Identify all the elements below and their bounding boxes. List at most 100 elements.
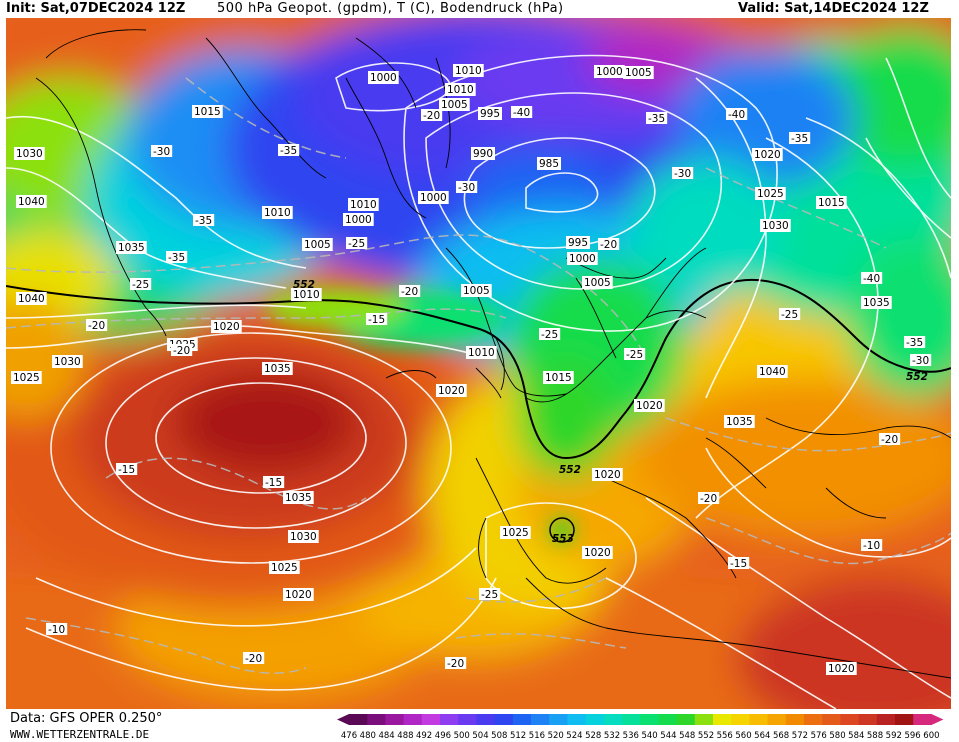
pressure-label: 1030 <box>288 530 319 543</box>
legend-swatch <box>713 714 732 725</box>
temp-label-text: -30 <box>153 146 170 158</box>
temp-label-text: -35 <box>168 252 185 264</box>
legend-tick-label: 476 <box>341 731 357 741</box>
pressure-label: 1035 <box>724 415 755 428</box>
pressure-label-text: 1025 <box>757 188 784 200</box>
legend-ticks: 476 480 484 488 492 496 500 504 508 512 516 520 524 5… <box>341 731 940 741</box>
pressure-label: 1035 <box>283 491 314 504</box>
data-source: Data: GFS OPER 0.250° <box>10 711 163 726</box>
pressure-label-text: 995 <box>568 237 588 249</box>
weather-map[interactable]: 1015 1010 1005 1010 1000 1000 1005 1010 … <box>6 18 951 709</box>
pressure-label: 1010 <box>466 346 497 359</box>
pressure-label: 1035 <box>262 362 293 375</box>
temp-label: -20 <box>86 319 108 332</box>
temp-label-text: -10 <box>48 624 65 636</box>
legend-tick-label: 580 <box>829 731 845 741</box>
height-label: 552 <box>906 371 928 383</box>
legend-tick-label: 536 <box>623 731 639 741</box>
pressure-label-text: 995 <box>480 108 500 120</box>
pressure-label: 1030 <box>14 147 45 160</box>
legend-swatch <box>367 714 386 725</box>
contour-553 <box>549 517 575 543</box>
pressure-label-text: 1025 <box>502 527 529 539</box>
temp-label-text: -40 <box>863 273 880 285</box>
legend-tick-label: 484 <box>378 731 394 741</box>
pressure-label-text: 1035 <box>285 492 312 504</box>
legend-swatch <box>567 714 587 725</box>
temp-label-text: -20 <box>88 320 105 332</box>
legend-swatch <box>585 714 605 725</box>
temp-label-text: -15 <box>368 314 385 326</box>
pressure-label: 1020 <box>634 399 665 412</box>
pressure-label: 1000 <box>343 213 374 226</box>
legend-swatch <box>531 714 550 725</box>
pressure-label-text: 1010 <box>447 84 474 96</box>
temp-label: -25 <box>479 588 501 601</box>
legend-arrow-left <box>337 714 349 725</box>
legend-swatch <box>876 714 896 725</box>
pressure-label: 1025 <box>269 561 300 574</box>
pressure-label: 1010 <box>348 198 379 211</box>
pressure-label-text: 1025 <box>271 562 298 574</box>
legend-tick-label: 512 <box>510 731 526 741</box>
pressure-label-text: 1020 <box>584 547 611 559</box>
temp-label: -25 <box>346 237 368 250</box>
init-time: Init: Sat,07DEC2024 12Z <box>6 1 186 16</box>
pressure-label-text: 1035 <box>118 242 145 254</box>
pressure-label-text: 1030 <box>54 356 81 368</box>
legend-swatch <box>895 714 914 725</box>
legend-swatch <box>658 714 678 725</box>
temp-label-text: -30 <box>674 168 691 180</box>
pressure-label-text: 1020 <box>594 469 621 481</box>
weather-map-svg: 1015 1010 1005 1010 1000 1000 1005 1010 … <box>6 18 951 709</box>
pressure-label-text: 1005 <box>584 277 611 289</box>
coastlines <box>35 29 951 679</box>
map-header: Init: Sat,07DEC2024 12Z 500 hPa Geopot. … <box>0 0 959 18</box>
legend-swatch <box>385 714 405 725</box>
temp-label: -25 <box>130 278 152 291</box>
temp-label-text: -20 <box>881 434 898 446</box>
temp-label: -20 <box>879 433 901 446</box>
temp-label-text: -25 <box>781 309 798 321</box>
temp-label-text: -40 <box>728 109 745 121</box>
pressure-label: 1000 <box>594 65 625 78</box>
legend-swatch <box>494 714 514 725</box>
temp-label-text: -20 <box>600 239 617 251</box>
pressure-label-text: 1010 <box>264 207 291 219</box>
pressure-label-text: 1010 <box>350 199 377 211</box>
pressure-label-text: 1030 <box>290 531 317 543</box>
temp-label: -20 <box>698 492 720 505</box>
legend-swatch <box>349 714 368 725</box>
pressure-label-text: 1025 <box>13 372 40 384</box>
pressure-label: 1005 <box>623 66 654 79</box>
pressure-label-text: 1015 <box>545 372 572 384</box>
legend-swatch <box>858 714 878 725</box>
pressure-label-text: 1035 <box>863 297 890 309</box>
color-legend: 476 480 484 488 492 496 500 504 508 512 516 520 524 5… <box>337 714 944 741</box>
legend-swatch <box>840 714 860 725</box>
pressure-label: 1005 <box>461 284 492 297</box>
pressure-label: 1020 <box>211 320 242 333</box>
temp-label: -25 <box>539 328 561 341</box>
legend-tick-label: 596 <box>904 731 920 741</box>
pressure-label-text: 1020 <box>754 149 781 161</box>
temp-label: -35 <box>646 112 668 125</box>
temp-label-text: -30 <box>912 355 929 367</box>
legend-tick-label: 540 <box>641 731 657 741</box>
temp-label-text: -25 <box>132 279 149 291</box>
pressure-label-text: 1015 <box>818 197 845 209</box>
website-url[interactable]: WWW.WETTERZENTRALE.DE <box>10 728 150 741</box>
legend-tick-label: 552 <box>698 731 714 741</box>
pressure-label-text: 1020 <box>285 589 312 601</box>
legend-swatches <box>337 714 944 725</box>
pressure-label: 1005 <box>302 238 333 251</box>
pressure-label: 1020 <box>283 588 314 601</box>
pressure-label: 1000 <box>418 191 449 204</box>
pressure-label: 1020 <box>592 468 623 481</box>
temp-label: -30 <box>456 181 478 194</box>
pressure-label: 1015 <box>816 196 847 209</box>
pressure-label: 1015 <box>192 105 223 118</box>
legend-swatch <box>804 714 823 725</box>
pressure-label-text: 1000 <box>569 253 596 265</box>
legend-tick-label: 572 <box>792 731 808 741</box>
